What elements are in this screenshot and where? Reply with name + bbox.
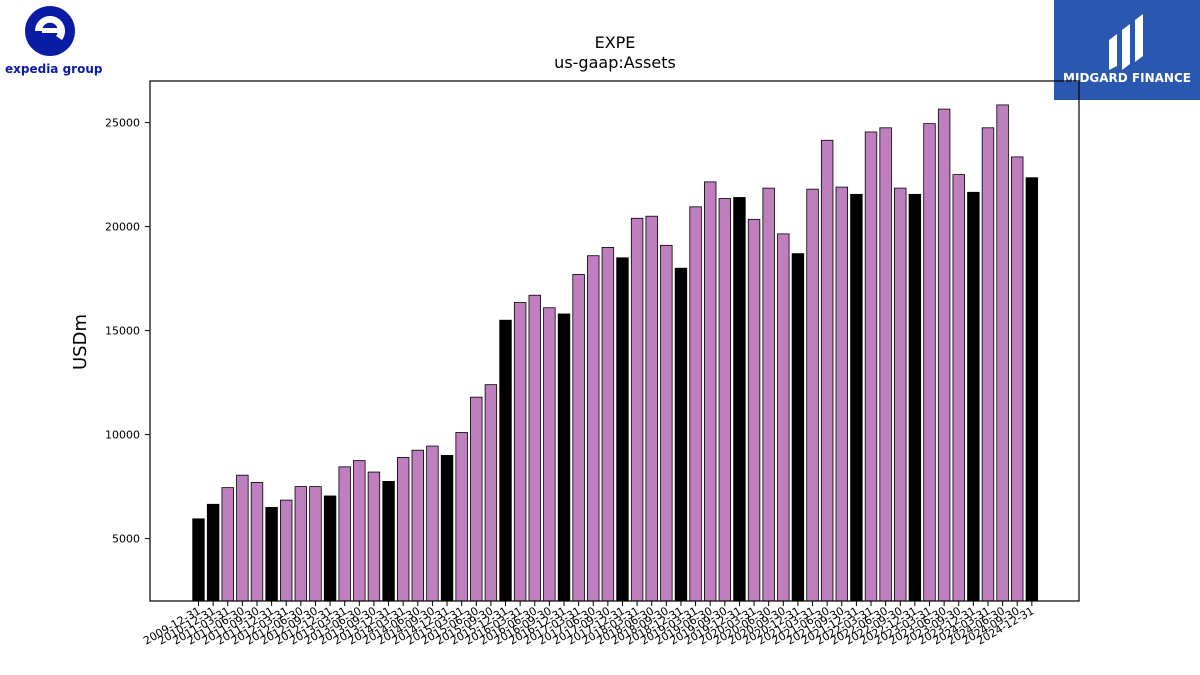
bar-2012-03-31 — [280, 499, 293, 602]
bar-2011-03-31 — [221, 487, 234, 602]
expedia-group-logo: expedia group — [0, 0, 110, 80]
bar-2017-06-30 — [587, 255, 600, 602]
bar-2009-12-31 — [192, 518, 205, 602]
bar-2020-12-31 — [791, 253, 805, 602]
bar-2015-06-30 — [470, 396, 483, 602]
bar-2024-06-30 — [996, 104, 1009, 602]
bar-2014-09-30 — [426, 445, 439, 602]
bar-2017-09-30 — [601, 246, 615, 602]
y-tick-label: 5000 — [112, 533, 140, 546]
y-tick-label: 25000 — [105, 117, 140, 130]
bar-2021-06-30 — [820, 139, 834, 602]
bar-2024-12-31 — [1025, 177, 1039, 602]
bar-2023-06-30 — [937, 108, 951, 602]
expedia-logo-text: expedia group — [5, 62, 103, 76]
y-tick-label: 10000 — [105, 429, 140, 442]
bar-2013-09-30 — [367, 471, 381, 602]
bar-2013-03-31 — [338, 466, 351, 602]
bar-2011-09-30 — [250, 482, 264, 602]
bar-2015-09-30 — [484, 384, 498, 602]
bar-2019-12-31 — [733, 197, 746, 602]
bar-2015-03-31 — [455, 432, 468, 602]
bar-2018-06-30 — [645, 215, 658, 602]
bar-2020-03-31 — [747, 218, 761, 602]
bar-2012-06-30 — [294, 486, 308, 602]
bars-group — [192, 104, 1039, 602]
y-tick-label: 15000 — [105, 325, 140, 338]
midgard-finance-logo: MIDGARD FINANCE — [1054, 0, 1200, 100]
bar-2018-09-30 — [660, 244, 673, 602]
bar-2018-03-31 — [630, 217, 644, 602]
bar-2022-06-30 — [879, 127, 892, 602]
bar-2014-03-31 — [396, 457, 410, 602]
chart-title: EXPE — [595, 33, 636, 52]
bar-2011-12-31 — [265, 506, 278, 602]
bar-2019-09-30 — [718, 198, 732, 602]
bar-2018-12-31 — [674, 267, 688, 602]
bar-2019-03-31 — [689, 206, 702, 602]
midgard-logo-text: MIDGARD FINANCE — [1063, 71, 1191, 85]
bar-2022-12-31 — [908, 193, 922, 602]
bar-2021-03-31 — [806, 188, 819, 602]
bar-2021-09-30 — [835, 186, 848, 602]
bar-2014-06-30 — [411, 449, 425, 602]
bar-2017-03-31 — [572, 274, 585, 602]
y-tick-label: 20000 — [105, 221, 140, 234]
bar-2022-09-30 — [894, 187, 907, 602]
bar-2023-03-31 — [923, 123, 936, 602]
bar-2016-09-30 — [543, 307, 556, 602]
bar-2024-09-30 — [1011, 156, 1024, 602]
bar-2012-09-30 — [309, 486, 322, 602]
bar-2014-12-31 — [440, 454, 454, 602]
chart-subtitle: us-gaap:Assets — [554, 53, 676, 72]
y-axis-ticks: 5000 10000 15000 20000 25000 — [105, 117, 150, 546]
bar-2020-09-30 — [777, 233, 790, 602]
x-axis-ticks: 2009-12-312010-12-312011-03-312011-06-30… — [141, 601, 1036, 648]
bar-2013-06-30 — [353, 460, 366, 602]
bar-2010-12-31 — [206, 503, 220, 602]
bar-2024-03-31 — [981, 127, 995, 602]
bar-2021-12-31 — [850, 193, 863, 602]
bar-2020-06-30 — [762, 187, 775, 602]
y-axis-label: USDm — [70, 314, 91, 370]
bar-2016-03-31 — [513, 302, 527, 602]
bar-2016-12-31 — [557, 313, 571, 602]
bar-2015-12-31 — [499, 319, 512, 602]
bar-2023-12-31 — [967, 191, 980, 602]
bar-2011-06-30 — [236, 474, 249, 602]
bar-2023-09-30 — [952, 174, 965, 602]
bar-2022-03-31 — [864, 131, 878, 602]
bar-2013-12-31 — [382, 480, 395, 602]
plot-frame — [149, 80, 1080, 602]
bar-2012-12-31 — [323, 495, 337, 602]
bar-2019-06-30 — [704, 181, 717, 602]
bar-2017-12-31 — [616, 257, 629, 602]
bar-2016-06-30 — [528, 294, 541, 602]
